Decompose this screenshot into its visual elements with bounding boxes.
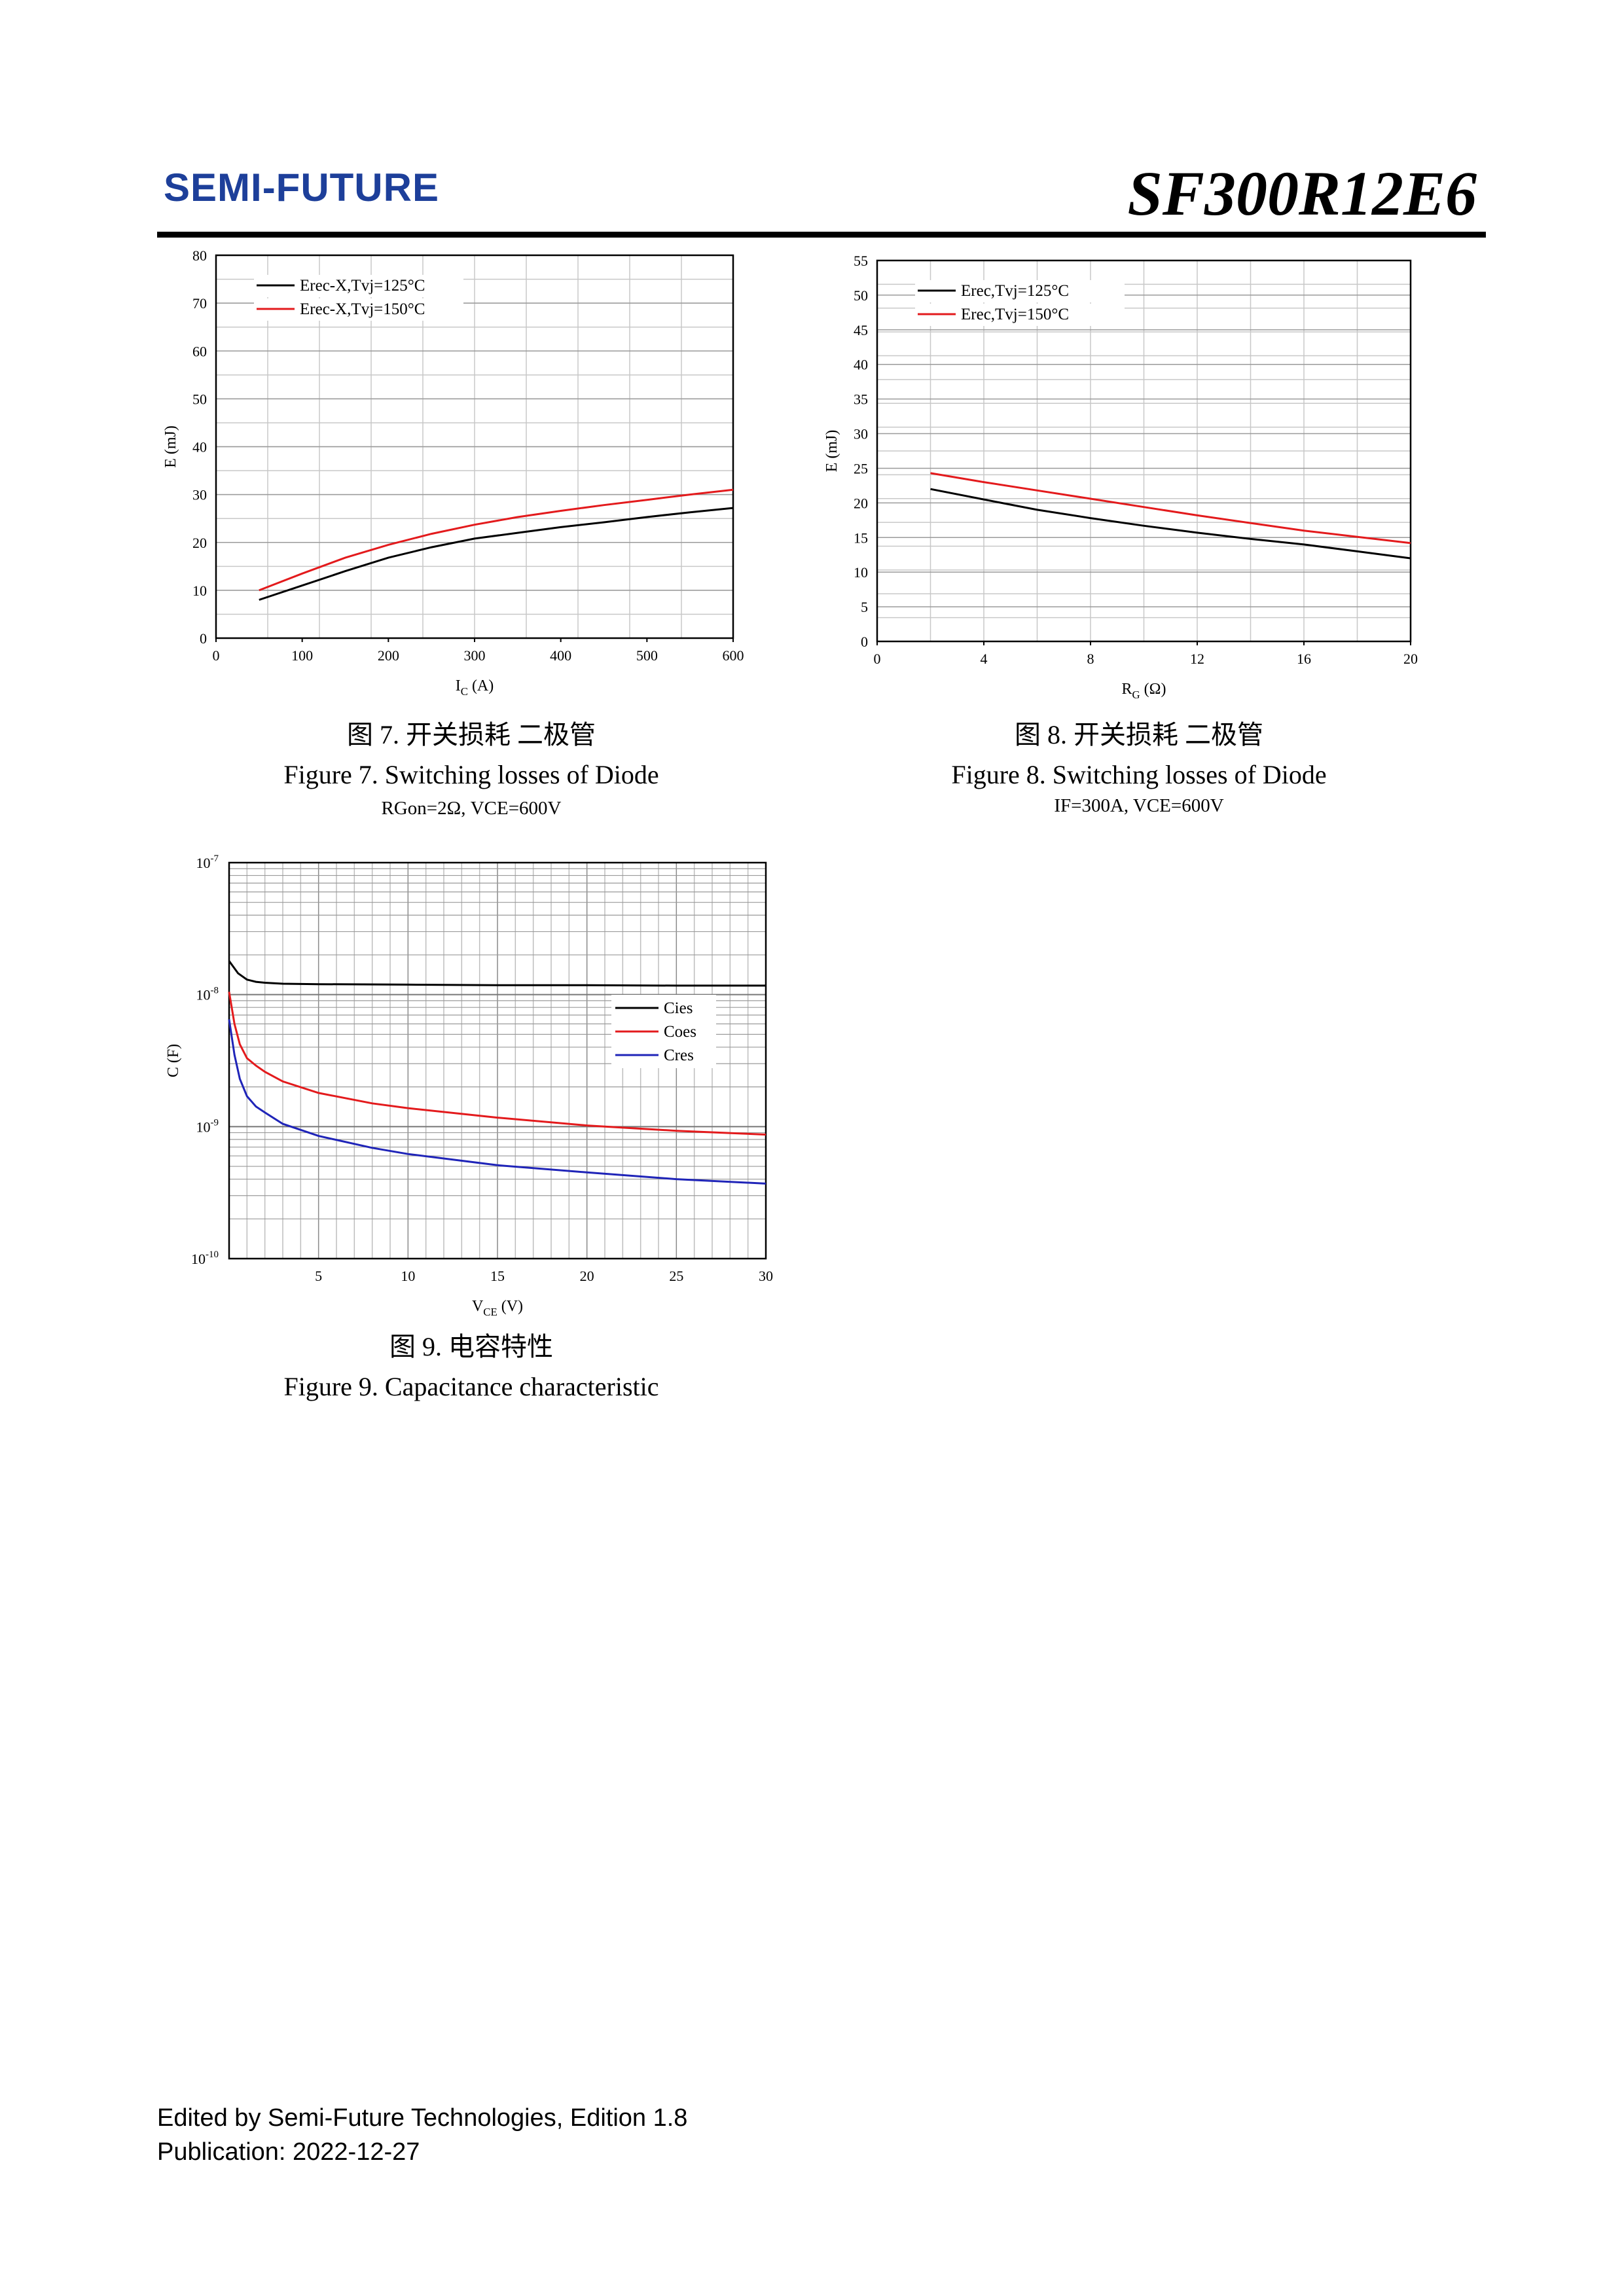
x-tick-label: 10 bbox=[401, 1268, 415, 1284]
brand-logo: SEMI-FUTURE bbox=[164, 166, 439, 209]
model-number: SF300R12E6 bbox=[1127, 158, 1477, 228]
y-tick-label: 30 bbox=[854, 426, 868, 442]
y-tick-label: 20 bbox=[854, 495, 868, 511]
y-axis-label: C (F) bbox=[165, 1044, 182, 1077]
series-line bbox=[259, 507, 734, 601]
x-axis-label: VCE (V) bbox=[472, 1298, 523, 1318]
x-tick-label: 5 bbox=[315, 1268, 322, 1284]
y-tick-label: 45 bbox=[854, 322, 868, 338]
x-tick-label: 600 bbox=[723, 647, 744, 664]
caption-fig7: 图 7. 开关损耗 二极管 Figure 7. Switching losses… bbox=[157, 713, 785, 819]
series-line bbox=[228, 960, 766, 987]
x-tick-label: 200 bbox=[378, 647, 399, 664]
legend-label: Erec,Tvj=125°C bbox=[961, 282, 1069, 300]
series-line bbox=[228, 1019, 767, 1185]
y-tick-label: 0 bbox=[861, 634, 868, 650]
x-tick-label: 25 bbox=[669, 1268, 683, 1284]
x-tick-label: 4 bbox=[981, 651, 988, 667]
plot-frame bbox=[228, 861, 767, 1260]
footer-publication: Publication: 2022-12-27 bbox=[157, 2138, 420, 2166]
y-tick-label: 70 bbox=[192, 295, 207, 312]
legend-label: Erec-X,Tvj=125°C bbox=[300, 277, 425, 295]
y-axis-label: E (mJ) bbox=[823, 430, 840, 473]
x-tick-label: 20 bbox=[1403, 651, 1418, 667]
x-tick-label: 500 bbox=[636, 647, 658, 664]
y-tick-label: 15 bbox=[854, 529, 868, 546]
y-tick-label: 5 bbox=[861, 599, 868, 615]
x-tick-label: 300 bbox=[464, 647, 486, 664]
y-tick-label: 50 bbox=[854, 287, 868, 304]
caption-fig9-en: Figure 9. Capacitance characteristic bbox=[283, 1372, 659, 1401]
y-tick-label: 10-8 bbox=[196, 986, 219, 1003]
x-tick-label: 0 bbox=[874, 651, 881, 667]
y-tick-label: 10-7 bbox=[196, 853, 219, 871]
x-axis-label: RG (Ω) bbox=[1122, 681, 1166, 700]
x-axis-label: IC (A) bbox=[456, 677, 494, 698]
plot-frame bbox=[876, 259, 1412, 643]
legend-label: Coes bbox=[664, 1023, 696, 1041]
chart-fig9: 10-10 10-9 10-8 10-7 5 10 15 20 25 30 Cies Coes Cres… bbox=[165, 853, 773, 1318]
series-line bbox=[228, 992, 767, 1136]
header-divider bbox=[157, 232, 1486, 238]
y-tick-label: 30 bbox=[192, 487, 207, 503]
chart-fig8: 0 5 10 15 20 25 30 35 40 45 50 55 0 4 8 12 16 20 Erec,Tvj=… bbox=[823, 253, 1418, 700]
y-tick-label: 10-9 bbox=[196, 1117, 219, 1135]
x-tick-label: 30 bbox=[759, 1268, 773, 1284]
y-tick-label: 10-10 bbox=[191, 1249, 219, 1267]
y-tick-label: 35 bbox=[854, 391, 868, 408]
caption-fig9-cn: 图 9. 电容特性 bbox=[389, 1332, 553, 1361]
series-line bbox=[930, 472, 1411, 545]
legend-label: Cres bbox=[664, 1047, 694, 1064]
y-tick-label: 60 bbox=[192, 343, 207, 359]
series-line bbox=[259, 488, 734, 592]
caption-fig8-en: Figure 8. Switching losses of Diode bbox=[951, 760, 1327, 789]
y-tick-label: 10 bbox=[192, 583, 207, 599]
caption-fig7-cn: 图 7. 开关损耗 二极管 bbox=[347, 720, 596, 749]
legend-label: Cies bbox=[664, 999, 693, 1017]
plot-frame bbox=[215, 254, 734, 639]
caption-fig9: 图 9. 电容特性 Figure 9. Capacitance characte… bbox=[157, 1325, 785, 1402]
y-tick-label: 80 bbox=[192, 247, 207, 264]
y-tick-label: 55 bbox=[854, 253, 868, 269]
caption-fig7-en: Figure 7. Switching losses of Diode bbox=[283, 760, 659, 789]
x-tick-label: 0 bbox=[213, 647, 220, 664]
caption-fig8: 图 8. 开关损耗 二极管 Figure 8. Switching losses… bbox=[825, 713, 1453, 817]
y-tick-label: 50 bbox=[192, 391, 207, 407]
legend-label: Erec,Tvj=150°C bbox=[961, 306, 1069, 323]
x-tick-label: 12 bbox=[1190, 651, 1204, 667]
y-tick-label: 25 bbox=[854, 460, 868, 476]
y-axis-label: E (mJ) bbox=[162, 425, 179, 468]
caption-fig7-condition: RGon=2Ω, VCE=600V bbox=[381, 798, 562, 819]
x-tick-label: 400 bbox=[550, 647, 571, 664]
x-tick-label: 100 bbox=[291, 647, 313, 664]
x-tick-label: 15 bbox=[490, 1268, 505, 1284]
y-tick-label: 40 bbox=[854, 357, 868, 373]
chart-fig7: 0 10 20 30 40 50 60 70 80 0 100 200 300 400 500 600 Erec… bbox=[162, 247, 744, 698]
y-tick-label: 0 bbox=[200, 630, 207, 647]
footer-edition: Edited by Semi-Future Technologies, Edit… bbox=[157, 2104, 688, 2132]
x-tick-label: 20 bbox=[580, 1268, 594, 1284]
x-tick-label: 16 bbox=[1297, 651, 1311, 667]
y-tick-label: 10 bbox=[854, 564, 868, 581]
series-line bbox=[930, 488, 1411, 560]
y-tick-label: 40 bbox=[192, 439, 207, 456]
caption-fig8-cn: 图 8. 开关损耗 二极管 bbox=[1015, 720, 1263, 749]
caption-fig8-condition: IF=300A, VCE=600V bbox=[1054, 795, 1224, 816]
y-tick-label: 20 bbox=[192, 535, 207, 551]
legend-label: Erec-X,Tvj=150°C bbox=[300, 300, 425, 318]
x-tick-label: 8 bbox=[1087, 651, 1094, 667]
